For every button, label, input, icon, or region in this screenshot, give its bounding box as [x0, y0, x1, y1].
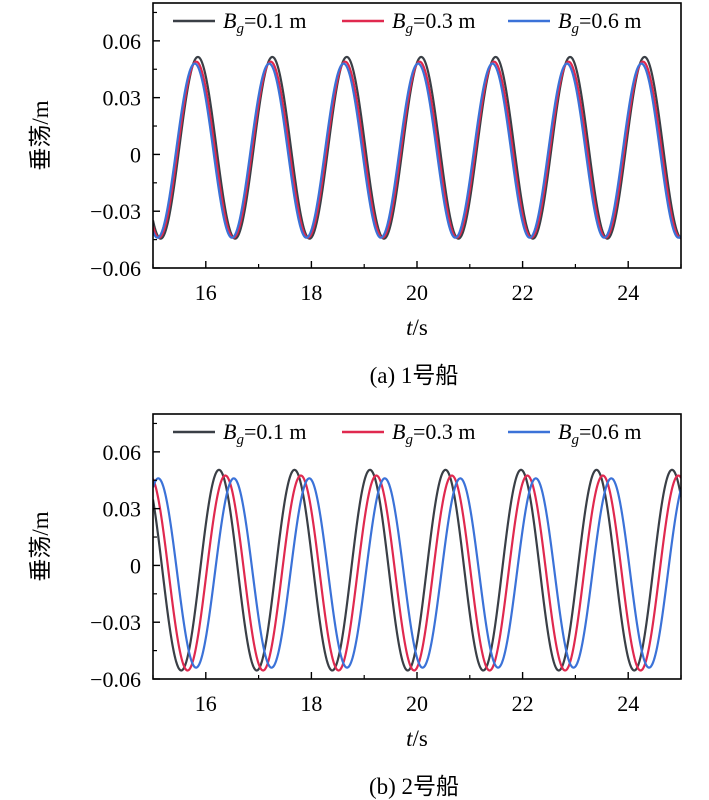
x-tick-label: 24	[617, 691, 639, 716]
legend-b: Bg=0.1 m Bg=0.3 m Bg=0.6 m	[173, 419, 641, 448]
legend-label-2: Bg=0.3 m	[392, 8, 475, 37]
caption-b: (b) 2号船	[369, 774, 459, 799]
series-layer-a	[153, 55, 681, 240]
y-axis-label-b: 垂荡/m	[28, 511, 53, 581]
series-layer-b	[153, 468, 681, 672]
legend-label-1: Bg=0.1 m	[223, 419, 306, 448]
y-tick-label: 0	[130, 553, 141, 578]
x-axis-label-a: t/s	[406, 315, 428, 340]
series-line-b-3	[153, 477, 681, 669]
series-line-b-2	[153, 474, 681, 672]
legend-a: Bg=0.1 m Bg=0.3 m Bg=0.6 m	[173, 8, 641, 37]
series-line-a-1	[153, 55, 681, 240]
x-tick-label: 16	[195, 691, 217, 716]
x-axis-label-b: t/s	[406, 726, 428, 751]
y-axis-label-a: 垂荡/m	[28, 100, 53, 170]
series-line-a-2	[153, 60, 681, 239]
x-tick-label: 16	[195, 280, 217, 305]
series-line-b-1	[153, 468, 681, 672]
chart-panel-b: 16 18 20 22 240.060.030−0.03−0.06 Bg=0.1 m Bg…	[28, 413, 682, 799]
axis-ticks-b: 16 18 20 22 24 0.06 0.03 0 −0.03 −0.06	[90, 422, 682, 716]
legend-label-3: Bg=0.6 m	[558, 8, 641, 37]
x-tick-label: 20	[406, 280, 428, 305]
x-axis-unit-a: /s	[413, 315, 428, 340]
x-tick-label: 22	[512, 691, 534, 716]
x-tick-label: 24	[617, 280, 639, 305]
y-tick-label: −0.06	[90, 667, 141, 692]
y-tick-label: 0.06	[103, 440, 142, 465]
y-tick-label: −0.03	[90, 610, 141, 635]
x-tick-label: 22	[512, 280, 534, 305]
axis-ticks-a: 16 18 20 22 24 0.06 0.03 0 −0.03 −0.06	[90, 11, 682, 305]
legend-label-3: Bg=0.6 m	[558, 419, 641, 448]
x-tick-label: 18	[300, 280, 322, 305]
legend-label-1: Bg=0.1 m	[223, 8, 306, 37]
legend-label-2: Bg=0.3 m	[392, 419, 475, 448]
y-tick-label: 0.03	[103, 497, 142, 522]
x-axis-var-b: t	[406, 726, 413, 751]
chart-panel-a: 16 18 20 22 240.060.030−0.03−0.06 Bg=0.1 m Bg…	[28, 2, 682, 388]
y-tick-label: −0.03	[90, 199, 141, 224]
x-tick-label: 20	[406, 691, 428, 716]
caption-a: (a) 1号船	[370, 363, 459, 388]
x-tick-label: 18	[300, 691, 322, 716]
series-line-a-3	[153, 62, 681, 239]
x-axis-unit-b: /s	[413, 726, 428, 751]
y-tick-label: −0.06	[90, 256, 141, 281]
x-axis-var-a: t	[406, 315, 413, 340]
y-tick-label: 0.03	[103, 86, 142, 111]
y-tick-label: 0.06	[103, 29, 142, 54]
y-tick-label: 0	[130, 142, 141, 167]
